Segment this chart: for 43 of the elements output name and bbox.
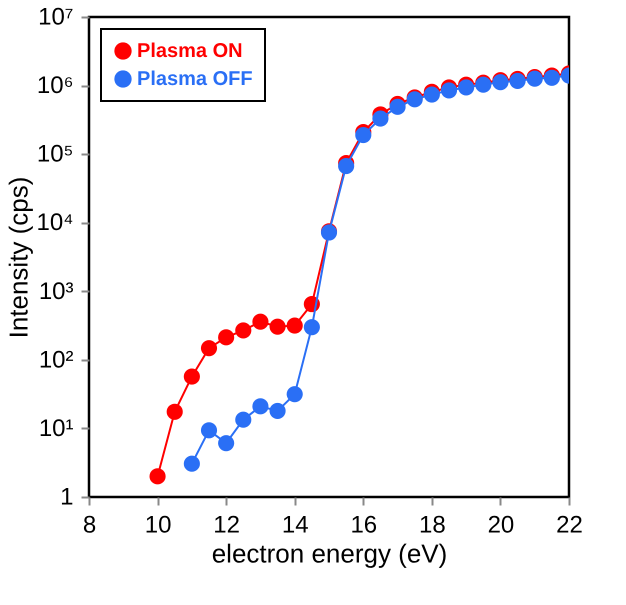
x-tick-label: 22 — [556, 512, 583, 538]
x-axis-title: electron energy (eV) — [212, 538, 448, 568]
x-tick-label: 18 — [419, 512, 446, 538]
point — [184, 456, 200, 472]
point — [184, 368, 200, 385]
point — [270, 402, 286, 419]
legend-label: Plasma ON — [137, 40, 243, 62]
legend-label: Plasma OFF — [137, 68, 253, 90]
point — [166, 404, 183, 420]
point — [270, 318, 286, 335]
point — [424, 86, 440, 103]
point — [355, 126, 372, 144]
y-tick-label: 10⁴ — [36, 209, 74, 236]
y-tick-label: 10⁵ — [36, 140, 74, 168]
x-tick-label: 16 — [350, 512, 378, 538]
point — [235, 322, 252, 338]
point — [286, 318, 303, 334]
point — [235, 412, 252, 428]
y-tick-label: 10³ — [38, 278, 74, 305]
point — [252, 314, 268, 330]
x-tick-label: 14 — [282, 512, 309, 538]
y-axis-title: Intensity (cps) — [3, 176, 34, 338]
x-tick-label: 20 — [488, 512, 514, 538]
point — [200, 422, 218, 438]
y-tick-label: 10⁷ — [38, 4, 74, 30]
x-tick-label: 8 — [82, 512, 96, 538]
point — [218, 435, 234, 452]
x-tick-label: 10 — [144, 512, 172, 538]
point — [252, 398, 268, 414]
y-tick-label: 1 — [60, 484, 74, 510]
point — [304, 319, 320, 336]
point — [150, 468, 166, 484]
y-tick-label: 10² — [38, 346, 74, 374]
point — [218, 329, 234, 346]
point — [338, 158, 354, 174]
point — [286, 386, 303, 402]
point — [200, 340, 218, 356]
y-tick-label: 10¹ — [38, 414, 74, 442]
x-tick-label: 12 — [213, 512, 240, 538]
point — [390, 98, 406, 115]
point — [372, 110, 388, 127]
y-tick-label: 10⁶ — [36, 72, 74, 100]
point — [440, 82, 458, 98]
